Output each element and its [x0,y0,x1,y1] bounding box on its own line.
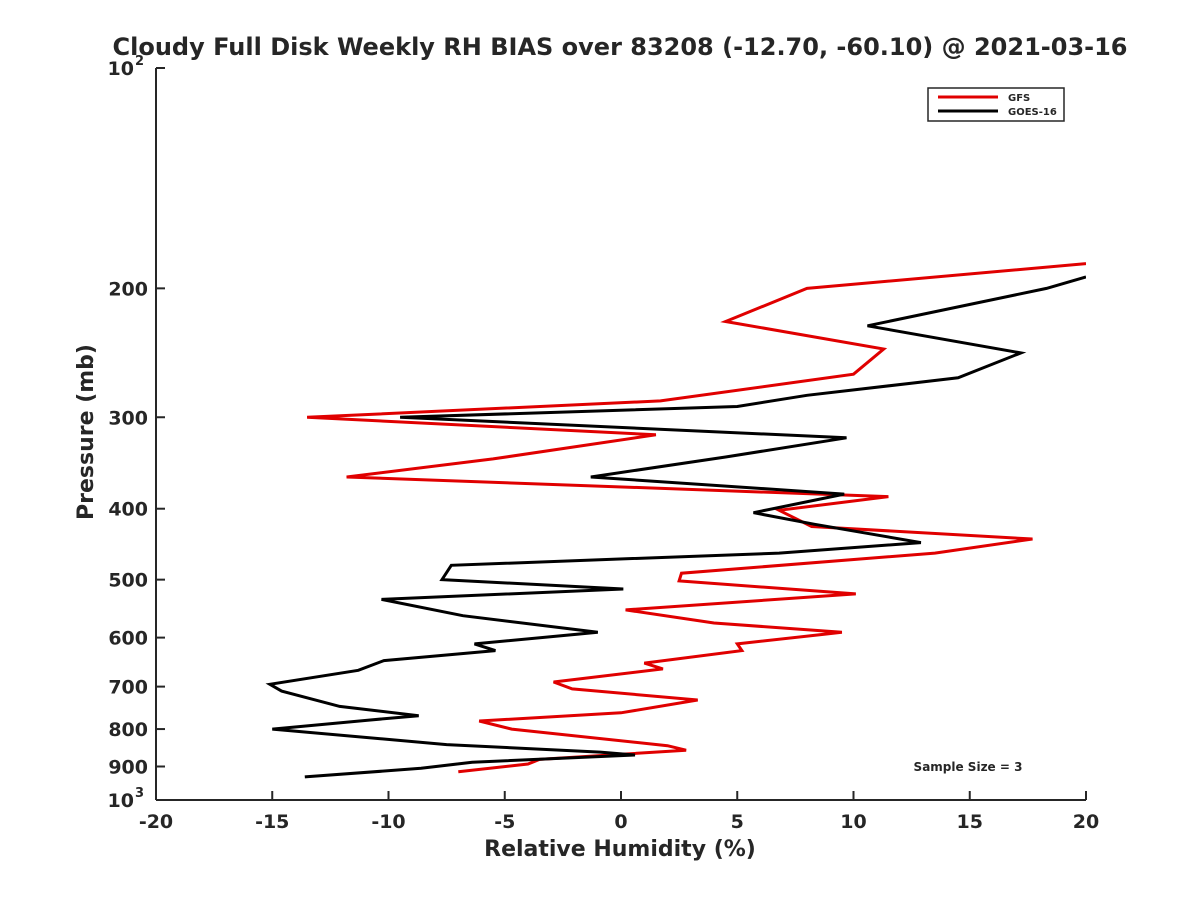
chart-title: Cloudy Full Disk Weekly RH BIAS over 832… [113,33,1128,61]
y-tick-label: 200 [108,278,148,300]
y-tick-exponent: 2 [135,54,144,69]
x-tick-label: 20 [1073,811,1099,833]
plot-area [265,262,1086,779]
y-tick-label: 600 [108,628,148,650]
x-tick-label: 10 [840,811,866,833]
x-axis-label: Relative Humidity (%) [484,837,756,862]
x-tick-label: 0 [614,811,627,833]
y-tick-label: 300 [108,407,148,429]
series-line-gfs [307,262,1086,774]
x-tick-label: -10 [371,811,405,833]
y-axis-label: Pressure (mb) [74,344,99,520]
x-tick-label: -20 [139,811,173,833]
series-line-goes-16 [265,275,1086,779]
y-tick-label: 800 [108,719,148,741]
y-tick-label: 700 [108,677,148,699]
y-tick-label: 500 [108,570,148,592]
x-tick-label: -15 [255,811,289,833]
sample-size-annotation: Sample Size = 3 [914,760,1023,774]
x-tick-label: 5 [731,811,744,833]
y-tick-label: 900 [108,757,148,779]
legend-label-gfs: GFS [1008,93,1030,104]
y-tick-label: 10 [108,790,134,812]
x-tick-label: 15 [957,811,983,833]
legend-label-goes-16: GOES-16 [1008,107,1057,118]
y-tick-label: 10 [108,58,134,80]
x-tick-label: -5 [494,811,515,833]
legend: GFS GOES-16 [927,87,1065,122]
y-tick-exponent: 3 [135,786,144,801]
legend-box [927,87,1065,122]
y-tick-label: 400 [108,499,148,521]
